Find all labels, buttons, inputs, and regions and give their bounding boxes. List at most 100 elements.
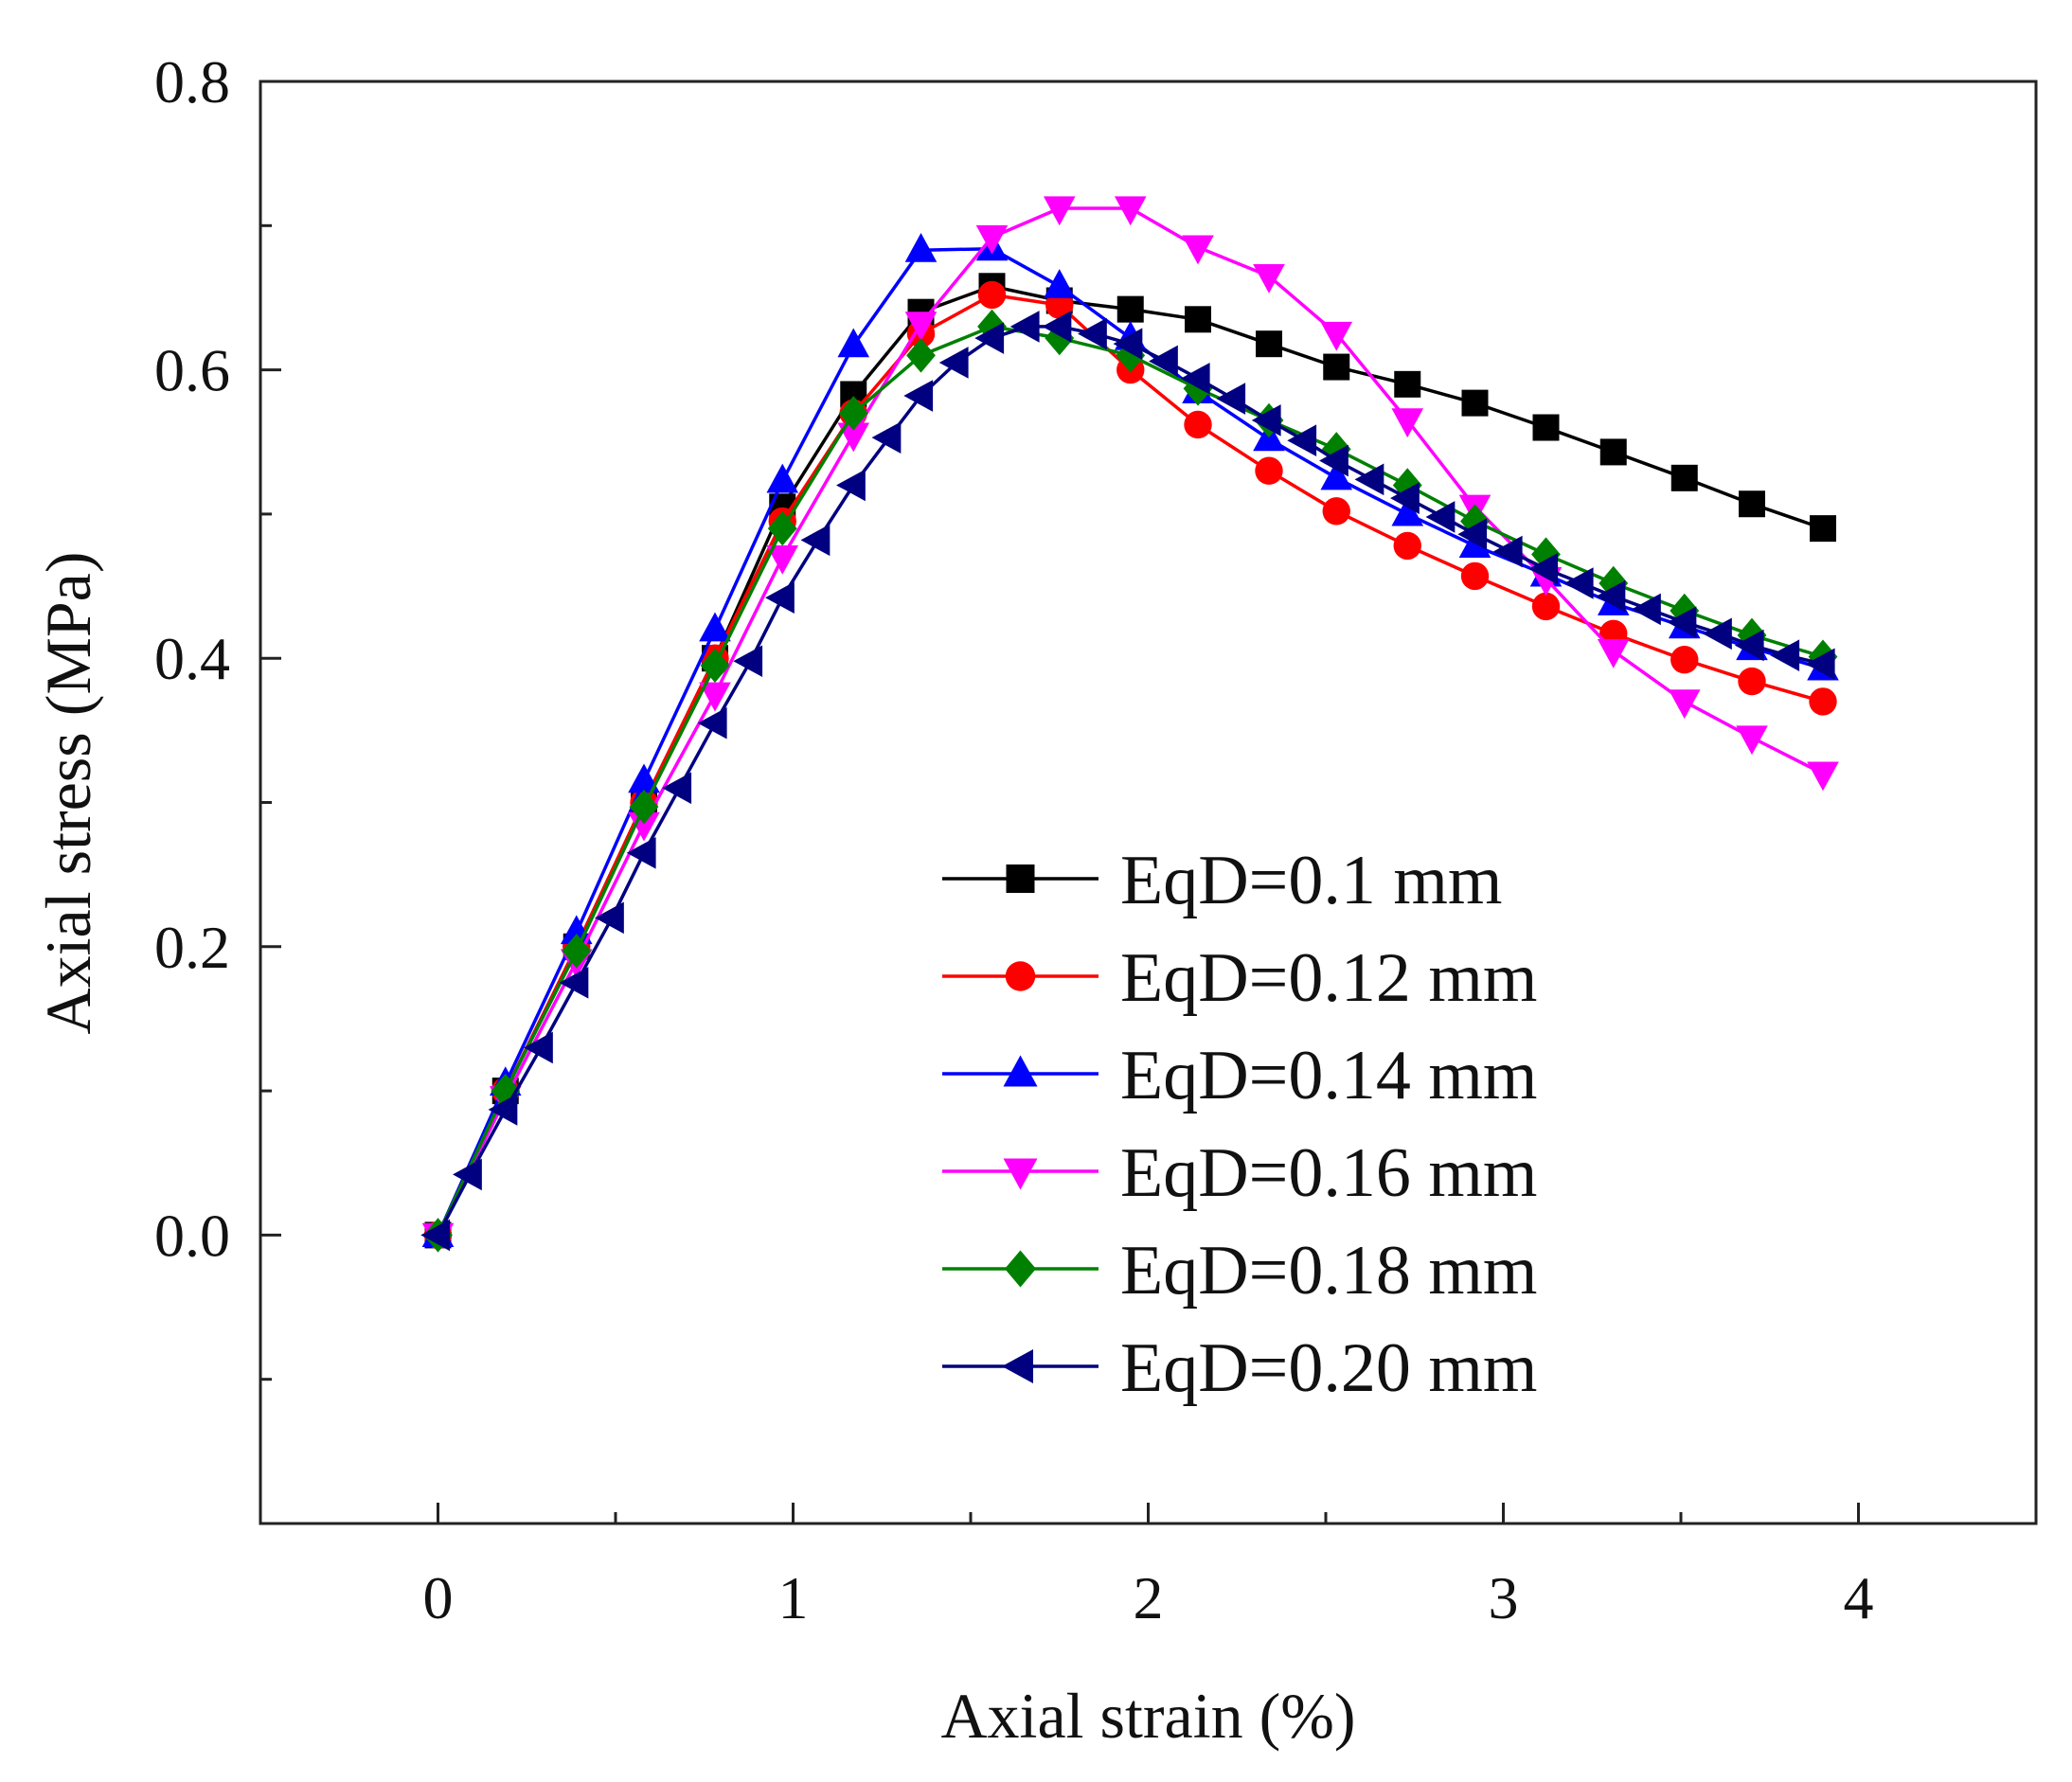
marker-triangle-left — [1319, 444, 1349, 477]
marker-triangle-up — [1320, 460, 1353, 490]
y-axis-title: Axial stress (MPa) — [32, 552, 104, 1035]
marker-triangle-left — [1596, 579, 1626, 613]
marker-triangle-up — [1391, 496, 1424, 526]
marker-triangle-left — [524, 1031, 553, 1064]
marker-triangle-down — [1668, 689, 1701, 720]
y-tick-label: 0.8 — [154, 48, 230, 116]
plot-frame — [259, 80, 2038, 1525]
marker-triangle-left — [1180, 362, 1210, 395]
legend-label: EqD=0.14 mm — [1120, 1037, 1538, 1114]
marker-triangle-left — [1632, 593, 1661, 626]
marker-triangle-left — [765, 581, 795, 615]
marker-triangle-down — [1114, 196, 1147, 226]
legend-item: EqD=0.16 mm — [942, 1134, 1538, 1212]
marker-triangle-left — [1734, 629, 1764, 662]
legend-label: EqD=0.16 mm — [1120, 1134, 1538, 1212]
marker-circle — [1738, 667, 1766, 696]
series-6 — [420, 311, 1835, 1252]
marker-diamond — [629, 789, 659, 825]
marker-circle — [1184, 410, 1212, 439]
marker-triangle-left — [1457, 518, 1488, 551]
legend-label: EqD=0.20 mm — [1120, 1329, 1538, 1407]
marker-diamond — [838, 396, 868, 431]
marker-diamond — [700, 648, 730, 684]
marker-triangle-down — [1253, 264, 1285, 294]
marker-triangle-left — [1042, 311, 1072, 343]
legend-label: EqD=0.12 mm — [1120, 939, 1538, 1017]
marker-diamond — [767, 510, 797, 546]
marker-square — [1116, 295, 1144, 323]
marker-triangle-down — [837, 422, 870, 453]
marker-diamond — [1005, 1250, 1036, 1288]
marker-triangle-down — [1597, 638, 1630, 668]
marker-triangle-left — [1149, 345, 1178, 378]
marker-diamond — [906, 338, 936, 373]
marker-square — [1810, 515, 1836, 543]
marker-triangle-left — [1703, 617, 1732, 650]
x-tick-label: 1 — [778, 1564, 809, 1631]
legend-item: EqD=0.20 mm — [942, 1329, 1538, 1407]
marker-triangle-left — [938, 347, 969, 379]
marker-triangle-left — [871, 421, 902, 454]
marker-triangle-left — [1667, 606, 1697, 638]
marker-triangle-up — [904, 232, 938, 262]
x-tick-label: 2 — [1134, 1564, 1164, 1631]
legend-item: EqD=0.12 mm — [942, 939, 1538, 1017]
marker-square — [1739, 490, 1765, 518]
marker-square — [1670, 464, 1698, 491]
marker-triangle-left — [1354, 463, 1384, 496]
marker-triangle-left — [1216, 383, 1246, 415]
marker-triangle-left — [903, 380, 934, 412]
marker-square — [1006, 864, 1035, 893]
marker-circle — [1809, 687, 1837, 716]
marker-triangle-down — [975, 224, 1009, 255]
series-layer — [420, 196, 1839, 1253]
marker-triangle-up — [837, 328, 870, 358]
marker-triangle-down — [1043, 196, 1076, 226]
marker-square — [1185, 306, 1211, 333]
marker-square — [1323, 353, 1350, 381]
legend: EqD=0.1 mm EqD=0.12 mm EqD=0.14 mm EqD=0.16… — [942, 842, 1538, 1407]
legend-item: EqD=0.14 mm — [942, 1037, 1538, 1114]
marker-circle — [1460, 561, 1490, 591]
y-tick-label: 0.0 — [154, 1202, 230, 1269]
marker-triangle-left — [974, 322, 1005, 354]
marker-triangle-left — [1113, 328, 1143, 360]
x-axis-title: Axial strain (%) — [940, 1680, 1355, 1752]
marker-triangle-left — [559, 967, 589, 999]
marker-triangle-down — [904, 312, 938, 342]
marker-triangle-up — [1043, 269, 1076, 298]
marker-triangle-left — [1390, 482, 1420, 514]
marker-triangle-up — [699, 612, 731, 642]
x-tick-label: 4 — [1844, 1564, 1874, 1631]
marker-triangle-down — [628, 811, 660, 842]
marker-triangle-left — [1251, 404, 1281, 437]
marker-triangle-left — [1002, 1349, 1033, 1383]
marker-square — [1532, 414, 1560, 441]
marker-triangle-left — [595, 901, 624, 935]
x-tick-label: 0 — [423, 1564, 454, 1631]
marker-triangle-down — [1391, 408, 1424, 438]
marker-triangle-down — [766, 544, 799, 575]
marker-circle — [1531, 592, 1561, 621]
marker-square — [1461, 389, 1489, 417]
marker-square — [1599, 438, 1627, 466]
marker-triangle-left — [488, 1094, 518, 1126]
marker-triangle-down — [1003, 1158, 1038, 1190]
marker-triangle-left — [1009, 311, 1040, 343]
marker-triangle-left — [800, 524, 831, 557]
y-tick-label: 0.2 — [154, 914, 230, 981]
marker-triangle-up — [628, 763, 660, 793]
marker-triangle-left — [1492, 535, 1523, 568]
legend-label: EqD=0.18 mm — [1120, 1232, 1538, 1310]
marker-triangle-left — [1078, 317, 1107, 350]
marker-triangle-down — [1736, 725, 1768, 756]
marker-triangle-down — [1807, 761, 1839, 792]
y-tick-label: 0.6 — [154, 337, 230, 404]
x-tick-label: 3 — [1489, 1564, 1519, 1631]
marker-triangle-left — [453, 1158, 482, 1191]
labels-layer: 0 1 2 3 4 0.0 0.2 0.4 0.6 0.8 Axial strain (%) Axia… — [32, 48, 1874, 1752]
